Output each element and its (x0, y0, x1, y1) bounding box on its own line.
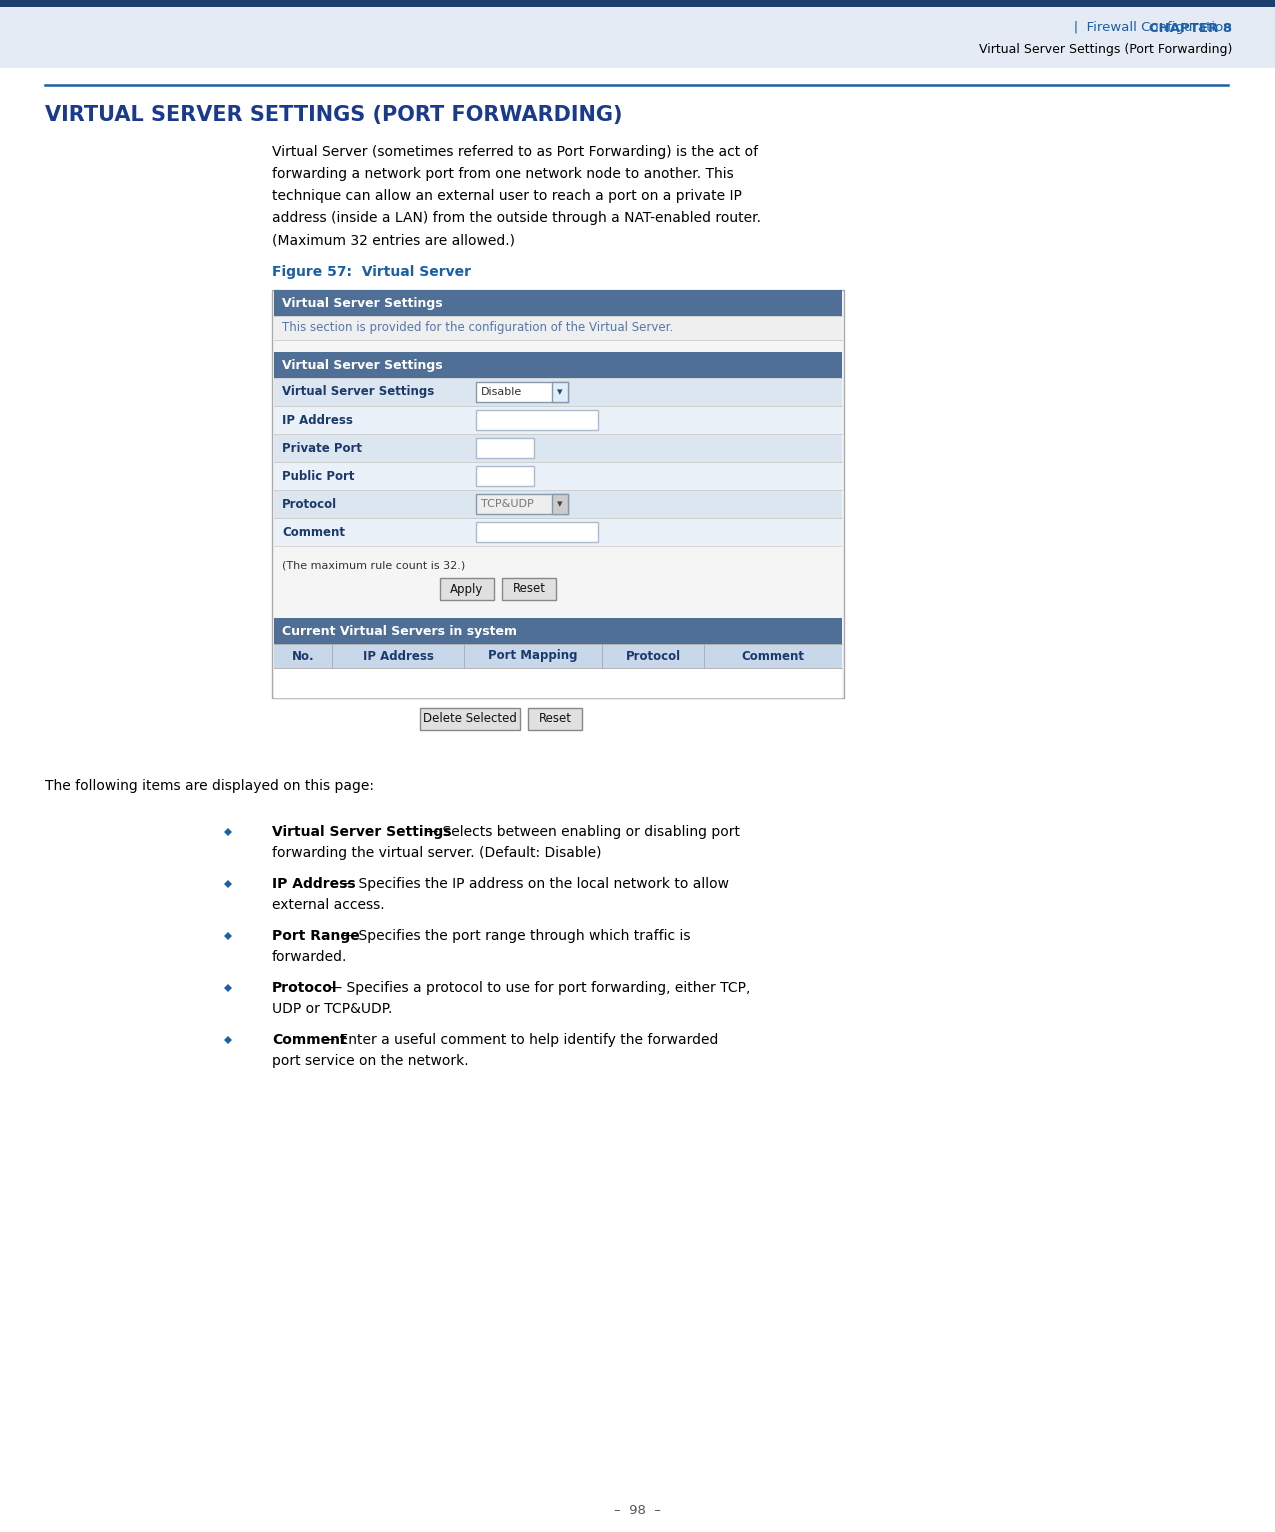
Text: Virtual Server Settings (Port Forwarding): Virtual Server Settings (Port Forwarding… (979, 43, 1232, 57)
Text: Virtual Server Settings: Virtual Server Settings (282, 297, 442, 309)
Text: |  Firewall Configuration: | Firewall Configuration (1028, 21, 1232, 35)
Text: external access.: external access. (272, 898, 385, 912)
Text: (Maximum 32 entries are allowed.): (Maximum 32 entries are allowed.) (272, 233, 515, 247)
Text: Virtual Server Settings: Virtual Server Settings (282, 358, 442, 371)
Bar (274, 463, 842, 490)
Bar (272, 290, 844, 699)
Text: — Specifies the port range through which traffic is: — Specifies the port range through which… (337, 928, 691, 944)
Text: IP Address: IP Address (362, 650, 434, 662)
Bar (0, 0, 1275, 8)
Text: — Selects between enabling or disabling port: — Selects between enabling or disabling … (421, 826, 741, 840)
Text: Apply: Apply (450, 582, 483, 596)
Text: IP Address: IP Address (282, 414, 353, 426)
Text: –  98  –: – 98 – (615, 1503, 660, 1517)
Text: The following items are displayed on this page:: The following items are displayed on thi… (45, 778, 374, 794)
Text: Protocol: Protocol (272, 980, 338, 994)
Text: (The maximum rule count is 32.): (The maximum rule count is 32.) (282, 561, 465, 570)
Polygon shape (224, 984, 232, 993)
Text: — Enter a useful comment to help identify the forwarded: — Enter a useful comment to help identif… (317, 1033, 719, 1046)
Bar (274, 518, 842, 545)
Text: address (inside a LAN) from the outside through a NAT-enabled router.: address (inside a LAN) from the outside … (272, 211, 761, 225)
Text: Port Range: Port Range (272, 928, 360, 944)
Text: — Specifies the IP address on the local network to allow: — Specifies the IP address on the local … (337, 876, 729, 892)
Text: Reset: Reset (513, 582, 546, 596)
Text: ▾: ▾ (557, 388, 562, 397)
Bar (274, 352, 842, 378)
Bar (274, 643, 842, 668)
Bar (0, 8, 1275, 67)
Polygon shape (224, 879, 232, 889)
Bar (476, 411, 598, 430)
Text: Protocol: Protocol (626, 650, 681, 662)
Bar (440, 578, 493, 601)
Text: CHAPTER 8: CHAPTER 8 (1149, 21, 1232, 35)
Text: Comment: Comment (272, 1033, 347, 1046)
Text: Virtual Server (sometimes referred to as Port Forwarding) is the act of: Virtual Server (sometimes referred to as… (272, 146, 759, 159)
Text: Figure 57:  Virtual Server: Figure 57: Virtual Server (272, 265, 470, 279)
Bar (274, 378, 842, 406)
Bar (274, 406, 842, 434)
Polygon shape (224, 931, 232, 941)
Text: Delete Selected: Delete Selected (423, 712, 516, 726)
Bar (274, 668, 842, 699)
Text: Virtual Server Settings: Virtual Server Settings (282, 386, 435, 398)
Text: UDP or TCP&UDP.: UDP or TCP&UDP. (272, 1002, 393, 1016)
Bar (476, 381, 567, 401)
Bar (419, 708, 520, 731)
Bar (476, 438, 534, 458)
Text: ▾: ▾ (557, 499, 562, 509)
Bar (528, 708, 581, 731)
Bar (476, 466, 534, 486)
Text: forwarding the virtual server. (Default: Disable): forwarding the virtual server. (Default:… (272, 846, 602, 859)
Text: Current Virtual Servers in system: Current Virtual Servers in system (282, 625, 516, 637)
Bar (552, 381, 567, 401)
Text: forwarding a network port from one network node to another. This: forwarding a network port from one netwo… (272, 167, 733, 181)
Text: Public Port: Public Port (282, 469, 354, 483)
Text: — Specifies a protocol to use for port forwarding, either TCP,: — Specifies a protocol to use for port f… (324, 980, 750, 994)
Text: Reset: Reset (538, 712, 571, 726)
Text: IP Address: IP Address (272, 876, 356, 892)
Bar (476, 493, 567, 515)
Text: forwarded.: forwarded. (272, 950, 347, 964)
Bar (274, 290, 842, 316)
Bar (552, 493, 567, 515)
Bar (476, 522, 598, 542)
Text: port service on the network.: port service on the network. (272, 1054, 469, 1068)
Text: Port Mapping: Port Mapping (488, 650, 578, 662)
Polygon shape (224, 1036, 232, 1043)
Text: Virtual Server Settings: Virtual Server Settings (272, 826, 451, 840)
Text: TCP&UDP: TCP&UDP (481, 499, 534, 509)
Text: Comment: Comment (282, 525, 346, 539)
Text: No.: No. (292, 650, 315, 662)
Text: technique can allow an external user to reach a port on a private IP: technique can allow an external user to … (272, 188, 742, 204)
Text: Private Port: Private Port (282, 441, 362, 455)
Text: VIRTUAL SERVER SETTINGS (PORT FORWARDING): VIRTUAL SERVER SETTINGS (PORT FORWARDING… (45, 106, 622, 126)
Bar (502, 578, 556, 601)
Text: Comment: Comment (742, 650, 805, 662)
Text: This section is provided for the configuration of the Virtual Server.: This section is provided for the configu… (282, 322, 673, 334)
Text: Protocol: Protocol (282, 498, 337, 510)
Bar (274, 316, 842, 340)
Polygon shape (224, 827, 232, 836)
Bar (274, 434, 842, 463)
Bar (274, 617, 842, 643)
Text: Disable: Disable (481, 388, 523, 397)
Bar (274, 490, 842, 518)
